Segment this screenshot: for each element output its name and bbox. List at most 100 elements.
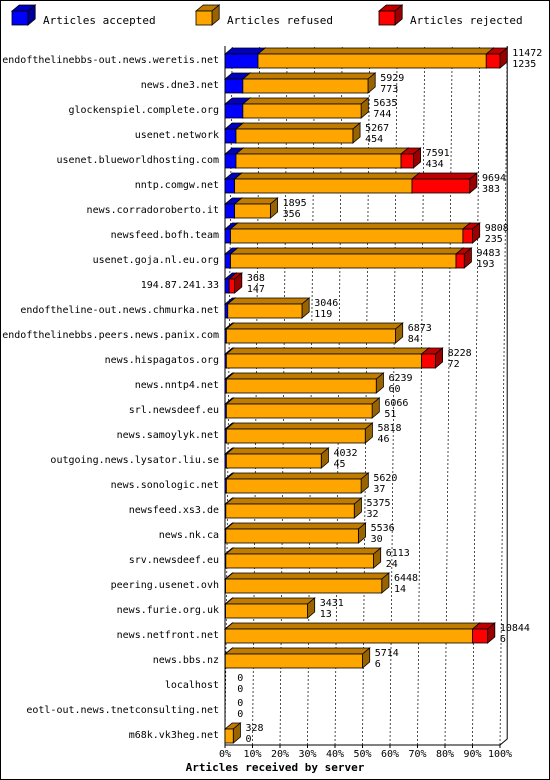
x-axis-title: Articles received by server [186,761,365,774]
bar-accepted [224,253,231,269]
bar-total-label: 1895 [283,198,307,209]
bar-accepted-label: 14 [394,584,406,595]
y-category-label: news.bbs.nz [153,655,219,666]
bar-refused [225,453,322,469]
gridline [499,45,508,746]
bar-total-label: 6873 [408,323,432,334]
y-category-label: newsfeed.bofh.team [111,230,219,241]
legend-label-rejected: Articles rejected [410,14,523,27]
y-category-label: endofthelinebbs.peers.news.panix.com [2,330,219,341]
x-tick-label: 40% [326,749,344,760]
bar-accepted-label: 356 [283,209,301,220]
x-tick-label: 50% [353,749,371,760]
bar-accepted-label: 24 [386,559,398,570]
bar-total-label: 5818 [377,423,401,434]
bar-refused-top [234,147,410,155]
y-category-label: 194.87.241.33 [141,280,219,291]
y-category-label: usenet.goja.nl.eu.org [93,255,219,266]
x-tick-label: 70% [408,749,426,760]
legend-swatch-refused [195,10,213,26]
bar-refused [257,53,487,69]
legend-swatch-rejected [378,10,396,26]
x-tick-label: 80% [436,749,454,760]
bar-rejected [485,53,501,69]
bar-total-label: 0 [237,698,243,709]
bar-refused-top [225,447,330,455]
bar-refused [225,528,359,544]
bar-refused-top [224,622,481,630]
bar-total-label: 7591 [426,148,450,159]
bar-refused-top [241,72,377,80]
y-category-label: m68k.vk3heg.net [129,730,219,741]
bar-rejected [400,153,414,169]
bar-rejected [421,353,436,369]
bar-refused [225,403,373,419]
y-category-label: srv.newsdeef.eu [129,555,219,566]
bar-accepted-label: 773 [380,84,398,95]
bar-refused [225,478,362,494]
bar-refused-top [224,497,363,505]
bar-total-label: 9808 [485,223,509,234]
y-category-label: news.nk.ca [159,530,219,541]
y-category-label: news.netfront.net [117,630,219,641]
bar-refused [242,103,362,119]
bar-accepted-label: 0 [237,709,243,720]
bar-accepted [224,228,231,244]
bar-refused-top [229,247,465,255]
bar-refused [225,378,377,394]
y-category-label: news.hispagatos.org [105,355,219,366]
legend-swatch-accepted [11,10,29,26]
bar-accepted-label: 454 [365,134,383,145]
y-category-label: news.dne3.net [141,80,219,91]
bar-accepted-label: 193 [476,259,494,270]
bar-total-label: 6239 [388,373,412,384]
bar-accepted-label: 119 [314,309,332,320]
bar-accepted-label: 60 [388,384,400,395]
bar-accepted-label: 72 [448,359,460,370]
y-category-label: news.sonologic.net [111,480,219,491]
bar-refused-top [225,422,374,430]
bar-total-label: 4032 [333,448,357,459]
bar-accepted [224,278,230,294]
bar-rejected-top [410,172,479,180]
bar-refused-top [225,347,430,355]
bar-accepted-label: 0 [237,684,243,695]
bar-accepted [224,178,236,194]
bar-total-label: 3046 [314,298,338,309]
y-category-label: localhost [165,680,219,691]
y-category-label: eotl-out.news.tnetconsulting.net [26,705,219,716]
bar-rejected [455,253,465,269]
x-tick-label: 20% [271,749,289,760]
bar-total-label: 328 [245,723,263,734]
bar-rejected [411,178,471,194]
bar-refused [227,303,303,319]
y-category-label: glockenspiel.complete.org [68,105,219,116]
x-tick-label: 100% [488,749,512,760]
x-tick-label: 90% [463,749,481,760]
legend-label-accepted: Articles accepted [43,14,156,27]
bar-refused [225,553,374,569]
bar-accepted-label: 13 [320,609,332,620]
y-category-label: nntp.comgw.net [135,180,219,191]
bar-refused [230,228,464,244]
y-category-label: news.furie.org.uk [117,605,219,616]
bar-accepted-label: 434 [426,159,444,170]
y-category-label: usenet.blueworldhosting.com [56,155,219,166]
y-category-label: srl.newsdeef.eu [129,405,219,416]
bar-accepted [224,153,237,169]
bar-total-label: 9483 [476,248,500,259]
bar-accepted-label: 1235 [512,59,536,70]
bar-accepted-label: 0 [245,734,251,745]
legend-label-refused: Articles refused [227,14,333,27]
bar-refused-top [224,572,391,580]
bar-accepted-label: 46 [377,434,389,445]
bar-accepted-label: 45 [333,459,345,470]
x-tick-label: 30% [298,749,316,760]
bar-accepted [224,303,229,319]
bar-accepted [224,128,237,144]
bar-total-label: 5714 [375,648,399,659]
bar-accepted-label: 37 [373,484,385,495]
bar-refused-top [225,397,381,405]
bar-refused-top [234,122,362,130]
